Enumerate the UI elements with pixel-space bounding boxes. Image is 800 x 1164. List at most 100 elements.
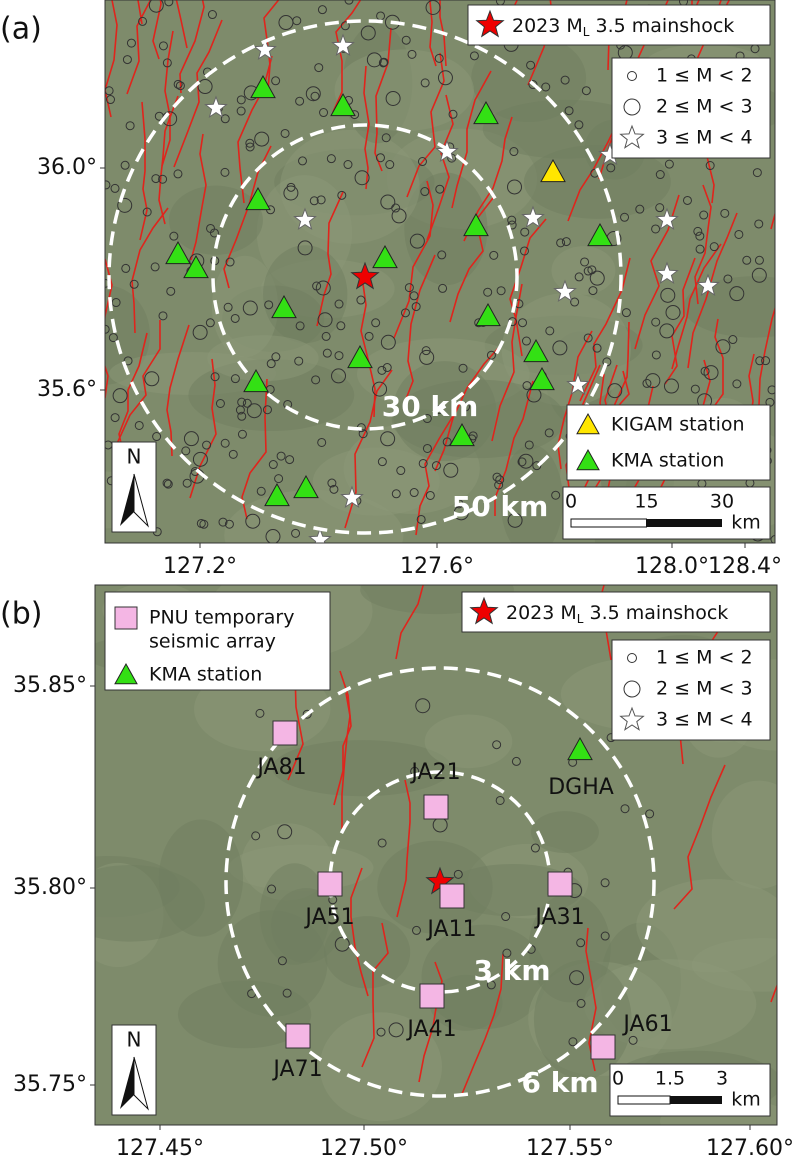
event [607,383,623,399]
event [526,60,536,70]
event [752,168,762,178]
north-arrow [120,474,134,526]
map-panel: 3 km 6 km JA81 JA21 DGHA JA51 JA11 JA31 JA41 JA71… [0,584,794,1161]
fault-line [374,27,392,172]
event [517,457,527,467]
kma-station [243,368,269,393]
event [655,203,665,213]
event [495,795,505,805]
event [434,53,444,63]
event [277,824,293,840]
terrain-patch [523,145,671,219]
array-station [423,794,449,820]
event [734,229,744,239]
event [583,266,593,276]
scale-label: 30 [710,491,734,513]
terrain-patch [158,819,244,937]
legend-box [611,57,771,159]
event [709,242,719,252]
x-tick-label: 127.45° [116,1136,204,1161]
event [215,398,225,408]
event [651,317,661,327]
mainshock [350,261,380,290]
event [519,246,529,256]
event [169,231,179,241]
event [283,185,299,201]
event [420,187,430,197]
kma-station [567,736,593,761]
kma-station [587,222,613,247]
station-label: JA51 [303,905,354,930]
event [544,428,554,438]
station-label: JA31 [533,905,584,930]
event [326,154,336,164]
scale-box [609,1063,771,1117]
fault-line [671,243,722,370]
station-label: DGHA [548,775,614,800]
event [520,227,530,237]
ring [211,123,519,431]
event [162,58,172,68]
ring [224,666,656,1098]
north-arrow [133,473,149,528]
fault-line [494,380,534,516]
legend-box [461,591,771,633]
event-star [308,527,332,543]
event [511,756,521,766]
event [206,223,216,233]
event [391,489,401,499]
event [264,300,274,310]
event [122,55,132,65]
fault-line [341,692,351,829]
station-label: JA21 [409,760,460,785]
event [319,108,329,118]
fault-line [396,779,411,918]
event [411,925,421,935]
fault-line [451,70,492,209]
kma-station [245,186,271,211]
event [377,457,387,467]
event [309,196,319,206]
event [705,161,715,171]
event [230,313,240,323]
terrain-patch [177,980,312,1049]
event [297,156,307,166]
event [568,1037,578,1047]
event [569,970,585,986]
fault-line [363,65,370,190]
event [574,120,584,130]
scale-white [570,518,647,528]
event [530,843,540,853]
event [404,283,414,293]
event [380,334,396,350]
station-label: JA81 [255,755,306,780]
event [297,240,313,256]
event [108,333,118,343]
event [236,95,246,105]
event-star [521,205,545,229]
event [469,51,479,61]
fault-line [105,258,113,399]
fault-line [673,764,726,910]
legend-magnitude: 1 ≤ M < 2 [656,65,753,87]
event [522,381,532,391]
kma-station [475,302,501,327]
event-star [253,37,277,61]
event [242,300,258,316]
event [340,21,350,31]
y-tick-label: 35.85° [13,673,87,698]
event [334,936,350,952]
event [271,76,281,86]
event [728,335,738,345]
event [401,35,411,45]
array-station [590,1034,616,1060]
event [112,388,128,404]
fault-line [395,585,425,660]
event [220,114,230,124]
event [435,184,445,194]
legend-station: PNU temporary [149,607,294,629]
event [271,352,281,362]
event [391,203,401,213]
event [574,272,584,282]
array-station [439,883,465,909]
